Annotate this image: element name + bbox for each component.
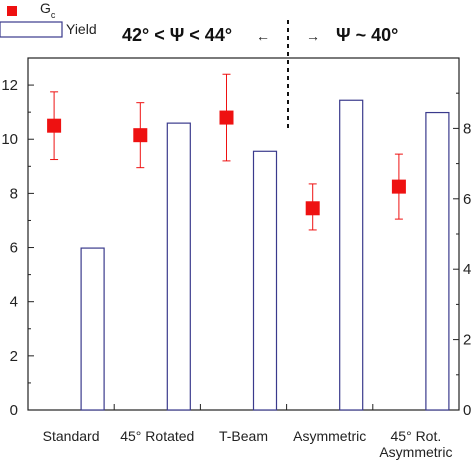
legend-label-yield: Yield — [66, 21, 97, 37]
annotations: 42° < Ψ < 44° ← → Ψ ~ 40° — [122, 20, 398, 130]
legend-gc-subscript: c — [51, 10, 56, 20]
gc-point — [219, 110, 234, 125]
legend-label-gc: Gc — [40, 0, 56, 20]
y-left-tick-label: 2 — [10, 348, 18, 365]
annotation-psi-range: 42° < Ψ < 44° — [122, 25, 232, 45]
gc-point — [391, 179, 406, 194]
legend: Gc Yield — [0, 0, 97, 38]
annotation-arrow-left: ← — [256, 28, 270, 44]
y-right-tick-label: 0 — [463, 402, 471, 419]
x-tick-label: 45° Rotated — [120, 428, 194, 444]
legend-marker-yield — [0, 21, 63, 38]
legend-gc-name: G — [40, 0, 51, 16]
y-right-tick-label: 6 — [463, 191, 471, 208]
yield-bar — [80, 247, 105, 411]
gc-point — [305, 201, 320, 216]
annotation-psi-approx: Ψ ~ 40° — [336, 25, 398, 45]
gc-point — [133, 128, 148, 143]
yield-bar — [339, 99, 364, 411]
y-right-tick-label: 2 — [463, 332, 471, 349]
y-right-tick-label: 8 — [463, 120, 471, 137]
y-axis-left: 0 2 4 6 8 10 12 — [1, 77, 34, 419]
y-left-tick-label: 8 — [10, 185, 18, 202]
yield-bar — [166, 122, 191, 411]
y-right-tick-label: 4 — [463, 261, 471, 278]
y-left-tick-label: 10 — [1, 131, 18, 148]
y-left-tick-label: 4 — [10, 294, 18, 311]
y-left-tick-label: 0 — [10, 402, 18, 419]
x-tick-label: Asymmetric — [379, 444, 452, 460]
yield-bar — [252, 150, 278, 411]
x-tick-label: T-Beam — [219, 428, 268, 444]
y-left-tick-label: 12 — [1, 77, 18, 94]
yield-bars — [80, 99, 450, 411]
legend-marker-gc — [7, 6, 17, 16]
y-axis-right: 0 2 4 6 8 — [453, 92, 471, 419]
annotation-arrow-right: → — [306, 28, 320, 44]
gc-point — [47, 118, 62, 133]
x-tick-label: Standard — [43, 428, 100, 444]
yield-bar — [425, 111, 450, 411]
y-left-tick-label: 6 — [10, 240, 18, 257]
x-axis: Standard 45° Rotated T-Beam Asymmetric 45° R… — [43, 404, 452, 460]
x-tick-label: 45° Rot. — [391, 428, 442, 444]
gc-points — [47, 110, 406, 216]
x-tick-label: Asymmetric — [293, 428, 366, 444]
